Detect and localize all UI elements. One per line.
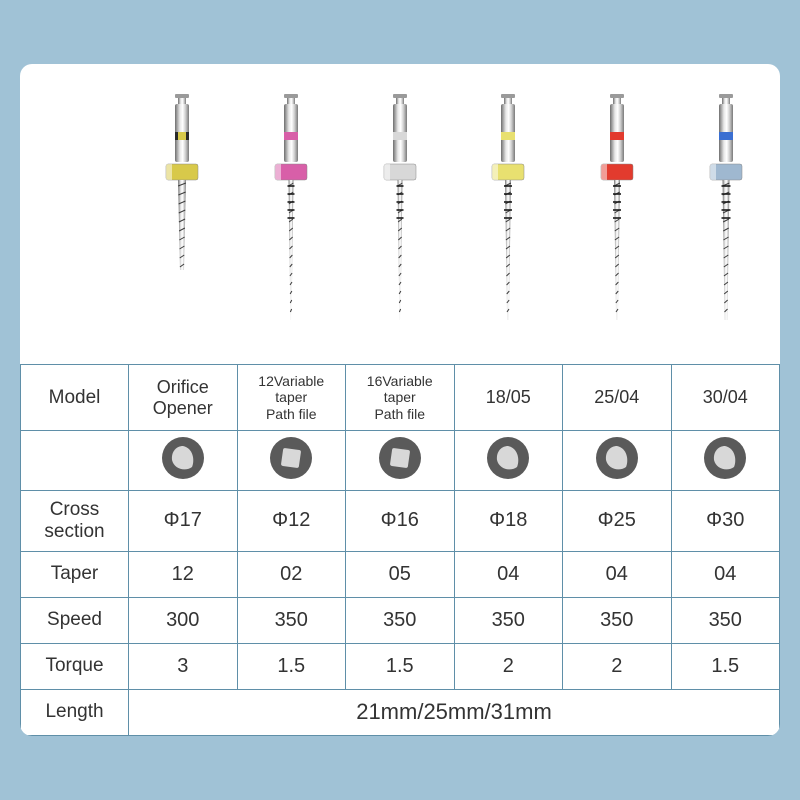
cross-section-icon-cell	[346, 430, 455, 490]
cross-section-icon-cell	[671, 430, 780, 490]
header-model: Model	[21, 365, 129, 430]
torque-cell: 1.5	[346, 643, 455, 689]
file-illustrations-row	[20, 64, 780, 364]
file-illustration	[671, 84, 780, 354]
taper-cell: 02	[237, 551, 346, 597]
illustration-spacer	[20, 84, 128, 354]
model-cell: 18/05	[454, 365, 563, 430]
file-svg	[478, 92, 538, 352]
file-illustration	[454, 84, 563, 354]
model-cell: OrificeOpener	[129, 365, 238, 430]
cross-section-icon	[594, 435, 640, 481]
spec-table: Model OrificeOpener12VariabletaperPath f…	[20, 364, 780, 735]
file-illustration	[237, 84, 346, 354]
model-cell: 12VariabletaperPath file	[237, 365, 346, 430]
torque-cell: 2	[563, 643, 672, 689]
cross-section-icon-cell	[129, 430, 238, 490]
speed-cell: 350	[563, 597, 672, 643]
cross-cell: Φ16	[346, 490, 455, 551]
header-speed: Speed	[21, 597, 129, 643]
file-svg	[696, 92, 756, 352]
torque-cell: 3	[129, 643, 238, 689]
file-illustration	[563, 84, 672, 354]
cross-section-icon	[160, 435, 206, 481]
file-svg	[587, 92, 647, 352]
row-speed: Speed 300350350350350350	[21, 597, 780, 643]
cross-section-icon	[485, 435, 531, 481]
file-illustration	[345, 84, 454, 354]
header-length: Length	[21, 689, 129, 735]
cross-cell: Φ18	[454, 490, 563, 551]
file-svg	[261, 92, 321, 352]
row-length: Length 21mm/25mm/31mm	[21, 689, 780, 735]
model-cell: 30/04	[671, 365, 780, 430]
row-cross-icons	[21, 430, 780, 490]
cross-cell: Φ25	[563, 490, 672, 551]
header-cross: Crosssection	[21, 490, 129, 551]
cross-cell: Φ30	[671, 490, 780, 551]
cross-section-icon	[268, 435, 314, 481]
speed-cell: 300	[129, 597, 238, 643]
model-cell: 25/04	[563, 365, 672, 430]
speed-cell: 350	[237, 597, 346, 643]
file-svg	[370, 92, 430, 352]
taper-cell: 04	[671, 551, 780, 597]
taper-cell: 04	[563, 551, 672, 597]
header-cross-icons	[21, 430, 129, 490]
cross-section-icon	[702, 435, 748, 481]
cross-section-icon-cell	[563, 430, 672, 490]
speed-cell: 350	[671, 597, 780, 643]
torque-cell: 1.5	[237, 643, 346, 689]
row-torque: Torque 31.51.5221.5	[21, 643, 780, 689]
cross-cell: Φ17	[129, 490, 238, 551]
speed-cell: 350	[454, 597, 563, 643]
cross-section-icon-cell	[454, 430, 563, 490]
taper-cell: 04	[454, 551, 563, 597]
taper-cell: 12	[129, 551, 238, 597]
header-torque: Torque	[21, 643, 129, 689]
cross-cell: Φ12	[237, 490, 346, 551]
row-taper: Taper 120205040404	[21, 551, 780, 597]
model-cell: 16VariabletaperPath file	[346, 365, 455, 430]
row-cross-section: Crosssection Φ17Φ12Φ16Φ18Φ25Φ30	[21, 490, 780, 551]
file-svg	[152, 92, 212, 352]
header-taper: Taper	[21, 551, 129, 597]
taper-cell: 05	[346, 551, 455, 597]
torque-cell: 2	[454, 643, 563, 689]
cross-section-icon	[377, 435, 423, 481]
speed-cell: 350	[346, 597, 455, 643]
torque-cell: 1.5	[671, 643, 780, 689]
length-value: 21mm/25mm/31mm	[129, 689, 780, 735]
spec-card: Model OrificeOpener12VariabletaperPath f…	[20, 64, 780, 735]
cross-section-icon-cell	[237, 430, 346, 490]
file-illustration	[128, 84, 237, 354]
row-model: Model OrificeOpener12VariabletaperPath f…	[21, 365, 780, 430]
